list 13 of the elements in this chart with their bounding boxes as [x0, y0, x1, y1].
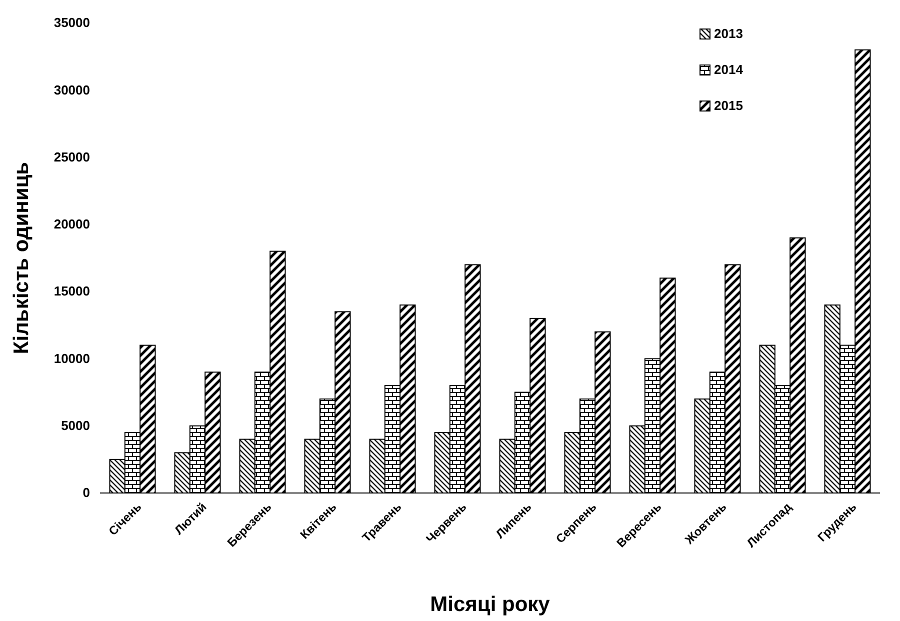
legend-label: 2015	[714, 98, 743, 113]
y-tick-label: 25000	[54, 149, 90, 164]
y-tick-label: 15000	[54, 284, 90, 299]
y-tick-label: 0	[82, 485, 90, 500]
y-tick-label: 5000	[61, 418, 90, 434]
legend-label: 2014	[714, 62, 744, 77]
legend-label: 2013	[714, 26, 743, 41]
y-tick-label: 20000	[54, 216, 90, 232]
y-tick-label: 30000	[54, 82, 90, 98]
y-axis-title: Кількість одиниць	[10, 162, 33, 354]
y-tick-label: 35000	[54, 15, 90, 30]
y-tick-label: 10000	[54, 350, 90, 366]
x-axis-title: Місяці року	[430, 593, 550, 616]
